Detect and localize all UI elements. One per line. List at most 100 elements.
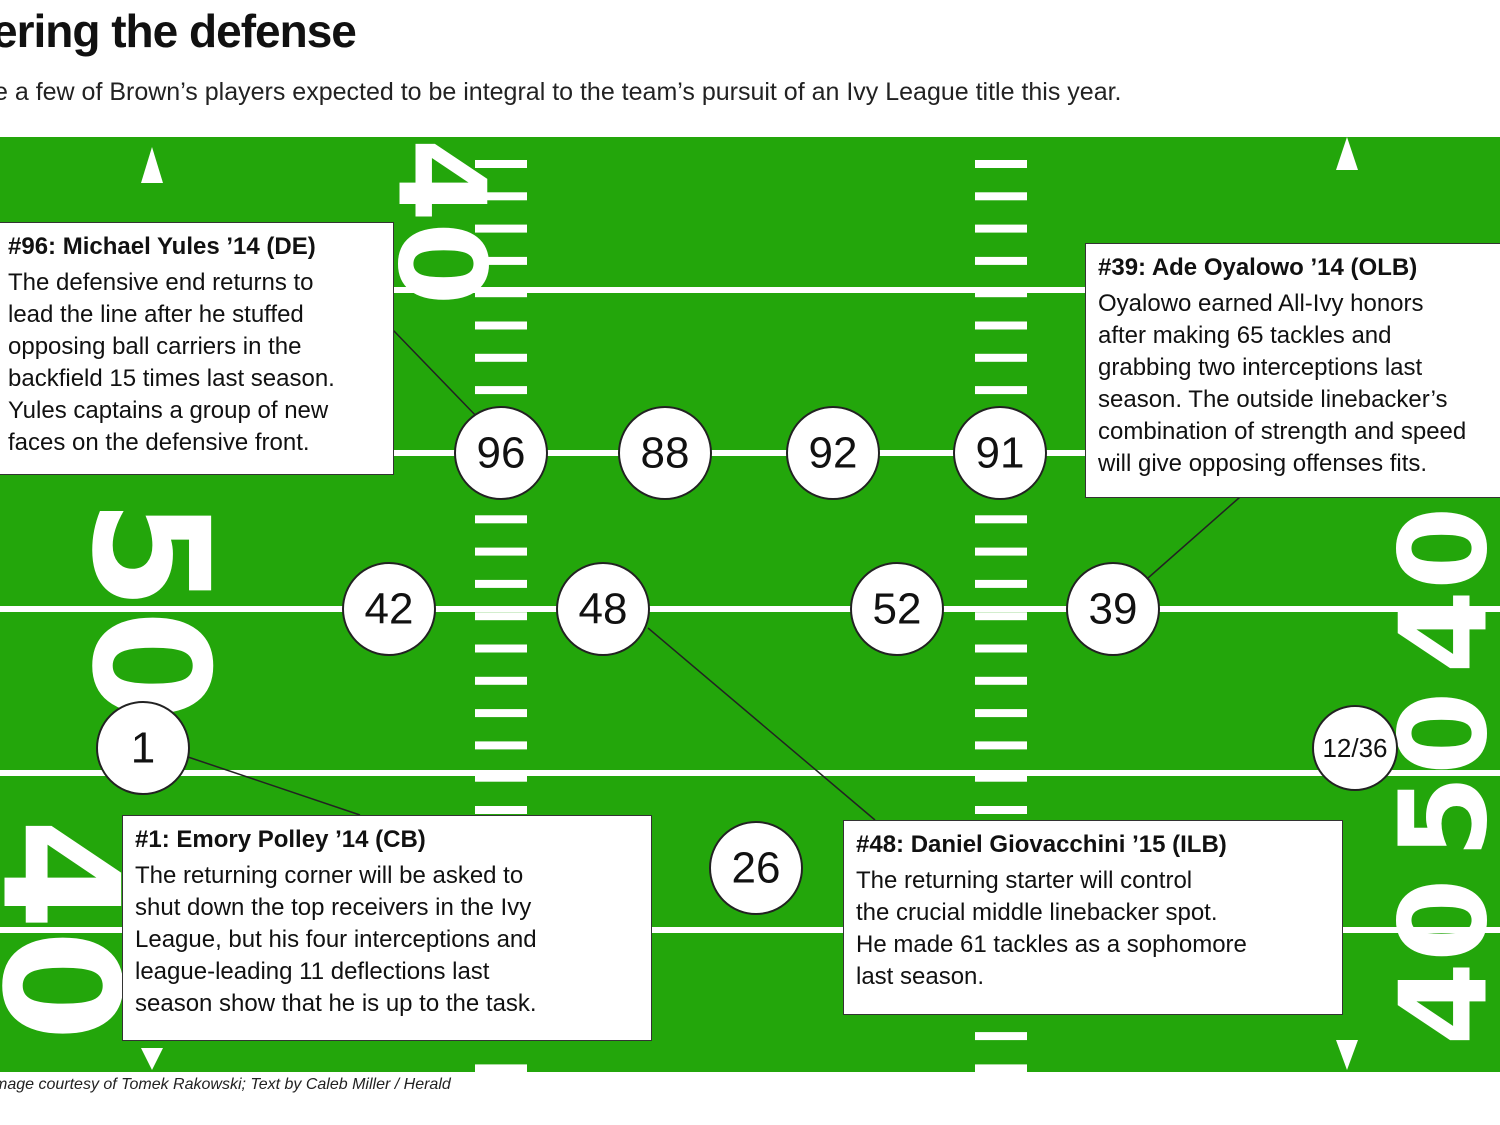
hash-mark [475, 644, 527, 653]
hash-mark [475, 1064, 527, 1073]
yard-line [0, 287, 1500, 293]
player-circle [1312, 705, 1398, 791]
hash-mark [975, 1064, 1027, 1073]
hash-mark [975, 321, 1027, 330]
hash-mark [475, 579, 527, 588]
arrow-down-icon [1336, 1040, 1358, 1070]
hash-mark [475, 709, 527, 718]
hash-mark [975, 515, 1027, 524]
player-number: 88 [641, 429, 690, 478]
callout-heading: #48: Daniel Giovacchini ’15 (ILB) [856, 831, 1227, 858]
leader-line [392, 329, 481, 421]
player-marker: 48 [556, 562, 650, 656]
hash-mark [475, 741, 527, 750]
player-circle [850, 562, 944, 656]
hash-mark [475, 192, 527, 201]
player-number: 48 [579, 585, 628, 634]
hash-mark [475, 289, 527, 298]
player-circle [454, 406, 548, 500]
player-number: 26 [732, 844, 781, 893]
callout-polley: #1: Emory Polley ’14 (CB) The returning … [122, 815, 652, 1041]
hash-mark [975, 353, 1027, 362]
page-subtitle: e a few of Brown’s players expected to b… [0, 78, 1122, 106]
player-number: 39 [1089, 585, 1138, 634]
yard-number-left-50: 50 [57, 499, 244, 722]
player-number: 96 [477, 429, 526, 478]
yard-number-right-50: 50 [1376, 692, 1500, 859]
yard-lines [0, 287, 1500, 933]
hash-mark [975, 160, 1027, 168]
player-marker: 42 [342, 562, 436, 656]
yard-line [0, 450, 1500, 456]
player-circle [1066, 562, 1160, 656]
hash-mark [475, 160, 527, 168]
callout-heading: #96: Michael Yules ’14 (DE) [8, 233, 316, 260]
callout-body: The defensive end returns to lead the li… [8, 269, 335, 456]
player-number: 52 [873, 585, 922, 634]
player-marker: 39 [1066, 562, 1160, 656]
leader-lines [187, 329, 1241, 821]
player-marker: 92 [786, 406, 880, 500]
player-marker: 96 [454, 406, 548, 500]
arrow-down-icon [141, 1048, 163, 1070]
hash-mark [975, 741, 1027, 750]
hash-mark [475, 773, 527, 782]
page-title: ering the defense [0, 5, 357, 57]
player-circle [96, 701, 190, 795]
direction-arrows [141, 137, 1358, 1070]
hash-mark [475, 515, 527, 524]
yard-line [0, 606, 1500, 612]
hash-mark [475, 321, 527, 330]
hash-mark [475, 806, 527, 814]
callout-yules: #96: Michael Yules ’14 (DE) The defensiv… [0, 222, 394, 475]
player-circle [556, 562, 650, 656]
player-marker: 91 [953, 406, 1047, 500]
yard-number-right-40: 40 [1376, 879, 1500, 1046]
hash-mark [975, 547, 1027, 556]
callout-heading: #1: Emory Polley ’14 (CB) [135, 826, 426, 853]
hash-mark [975, 676, 1027, 685]
hash-mark [975, 773, 1027, 782]
player-marker: 88 [618, 406, 712, 500]
player-marker: 1 [96, 701, 190, 795]
player-markers: 96 88 92 91 42 48 52 39 1 26 12/36 [96, 406, 1398, 915]
callout-body: The returning corner will be asked to sh… [135, 862, 537, 1017]
hash-mark [475, 612, 527, 621]
player-marker: 12/36 [1312, 705, 1398, 791]
callout-body: The returning starter will control the c… [856, 867, 1247, 990]
yard-line [0, 927, 1500, 933]
hash-mark [475, 256, 527, 265]
arrow-up-icon [1336, 137, 1358, 170]
leader-line [187, 756, 361, 816]
hash-mark [475, 547, 527, 556]
player-circle [618, 406, 712, 500]
hash-mark [475, 224, 527, 233]
hash-mark [475, 353, 527, 362]
arrow-up-icon [141, 147, 163, 183]
hash-mark [975, 386, 1027, 395]
hash-mark [975, 1032, 1027, 1041]
hash-mark [975, 579, 1027, 588]
player-circle [786, 406, 880, 500]
player-circle [709, 821, 803, 915]
photo-credit: mage courtesy of Tomek Rakowski; Text by… [0, 1076, 451, 1093]
hash-mark [975, 289, 1027, 298]
player-marker: 52 [850, 562, 944, 656]
player-number: 42 [365, 585, 414, 634]
player-number: 91 [976, 429, 1025, 478]
hash-mark [975, 224, 1027, 233]
hash-mark [975, 806, 1027, 814]
player-number: 12/36 [1322, 733, 1387, 763]
yard-line [0, 770, 1500, 776]
hash-mark [975, 612, 1027, 621]
hash-mark [975, 644, 1027, 653]
leader-line [1147, 496, 1241, 579]
player-circle [953, 406, 1047, 500]
callout-heading: #39: Ade Oyalowo ’14 (OLB) [1098, 254, 1418, 281]
player-number: 1 [131, 724, 155, 773]
hash-mark [475, 676, 527, 685]
callout-giovacchini: #48: Daniel Giovacchini ’15 (ILB) The re… [843, 820, 1343, 1015]
callout-body: Oyalowo earned All-Ivy honors after maki… [1098, 290, 1467, 477]
player-number: 92 [809, 429, 858, 478]
player-circle [342, 562, 436, 656]
